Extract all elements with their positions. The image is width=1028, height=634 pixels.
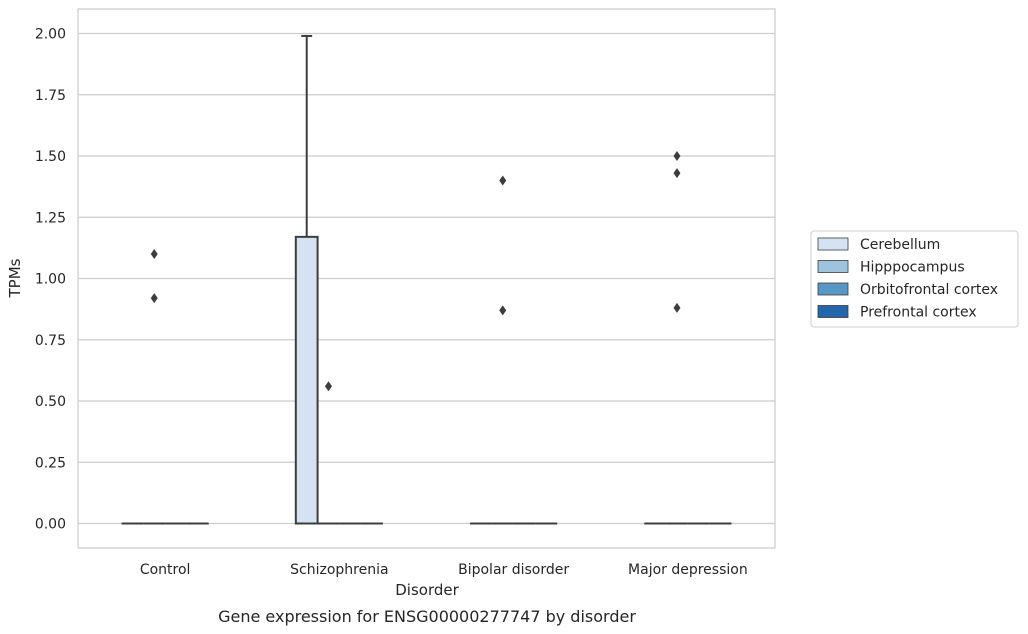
x-tick-label: Major depression [628, 562, 748, 578]
legend-label: Cerebellum [860, 237, 940, 253]
x-axis-title: Disorder [395, 581, 459, 599]
outlier-point [673, 151, 681, 161]
legend-frame [810, 230, 1019, 328]
legend-label: Hipppocampus [860, 260, 965, 276]
legend: Cerebellum Hipppocampus Orbitofrontal cort… [810, 230, 1019, 328]
y-tick-label: 0.00 [35, 517, 66, 533]
outlier-point [499, 175, 507, 186]
outlier-point [150, 293, 158, 304]
y-tick-label: 1.25 [35, 210, 66, 226]
legend-swatch [817, 282, 849, 296]
outlier-point [324, 381, 332, 392]
grid-lines [78, 32, 775, 525]
box-series [121, 34, 732, 525]
outlier-point [150, 249, 158, 259]
legend-label: Prefrontal cortex [860, 305, 977, 321]
outlier-point [673, 168, 681, 179]
y-tick-label: 1.00 [35, 272, 66, 288]
legend-label: Orbitofrontal cortex [860, 282, 998, 298]
y-tick-label: 1.75 [35, 88, 66, 104]
x-axis-ticks: Control Schizophrenia Bipolar disorder Majo… [140, 562, 748, 578]
y-axis-title: TPMs [6, 258, 24, 298]
x-tick-label: Schizophrenia [290, 562, 388, 578]
y-tick-label: 0.50 [35, 394, 66, 410]
y-axis-ticks: 0.00 0.25 0.50 0.75 1.00 1.25 1.50 1.75 2.00 [35, 27, 66, 533]
x-tick-label: Control [140, 562, 191, 578]
legend-swatch [817, 237, 849, 251]
box [294, 235, 319, 525]
chart-caption: Gene expression for ENSG00000277747 by d… [218, 607, 636, 626]
legend-swatch [817, 260, 849, 273]
outlier-point [673, 302, 681, 313]
y-tick-label: 1.50 [35, 149, 66, 165]
plot-area-frame [77, 8, 776, 549]
outlier-point [499, 305, 507, 316]
legend-swatch [817, 305, 849, 318]
y-tick-label: 0.25 [35, 455, 66, 471]
y-tick-label: 2.00 [35, 27, 66, 43]
y-tick-label: 0.75 [35, 333, 66, 349]
x-tick-label: Bipolar disorder [458, 562, 569, 578]
